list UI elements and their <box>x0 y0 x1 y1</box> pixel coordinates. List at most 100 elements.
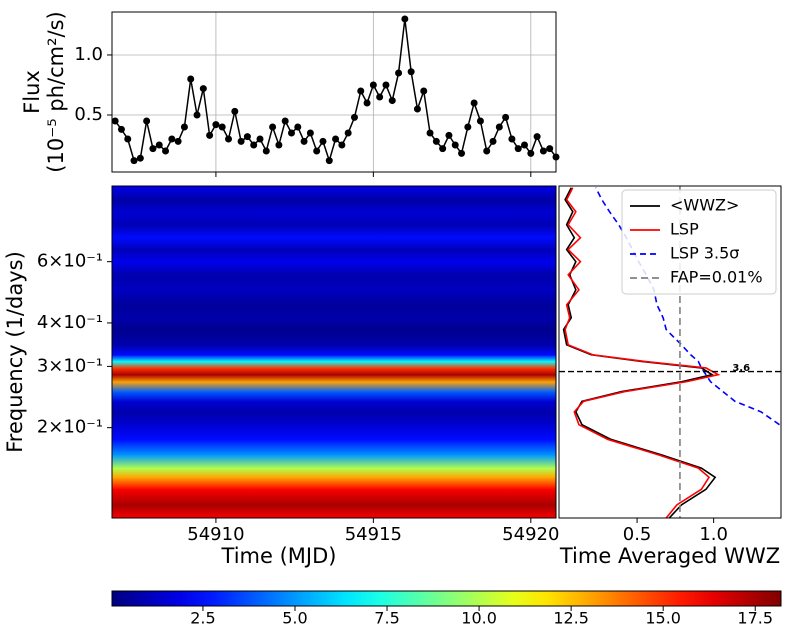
x-tick-label: 54920 <box>502 524 559 545</box>
heatmap-cell <box>112 454 556 469</box>
data-point <box>136 154 144 162</box>
x-tick-label: 54910 <box>187 524 244 545</box>
legend-label: FAP=0.01% <box>670 268 763 287</box>
colorbar-tick-label: 2.5 <box>190 609 215 628</box>
data-point <box>533 133 541 141</box>
heatmap-cell <box>112 249 556 263</box>
y-tick-label: 0.5 <box>74 104 103 125</box>
data-point <box>124 135 132 143</box>
y-tick-label: 1.0 <box>74 44 103 65</box>
heatmap-cell <box>112 304 556 319</box>
y-axis-label: Frequency (1/days) <box>3 251 27 453</box>
colorbar-tick-label: 5.0 <box>282 609 307 628</box>
x-tick-label: 54915 <box>345 524 402 545</box>
heatmap-cell <box>112 274 556 291</box>
data-point <box>495 123 503 131</box>
data-point <box>521 141 529 149</box>
axes-frame <box>558 185 782 519</box>
legend-box <box>621 189 777 295</box>
data-point <box>237 137 245 145</box>
axes-frame <box>111 11 557 173</box>
legend-label: <WWZ> <box>670 196 739 215</box>
data-point <box>546 145 554 153</box>
heatmap-cell <box>112 211 556 226</box>
data-point <box>130 157 138 165</box>
data-point <box>325 157 333 165</box>
data-point <box>294 123 302 131</box>
data-point <box>287 129 295 137</box>
heatmap-cell <box>112 374 556 383</box>
heatmap-cell <box>112 424 556 440</box>
data-point <box>489 137 497 145</box>
x-axis-label: Time (MJD) <box>221 544 337 568</box>
data-point <box>319 137 327 145</box>
heatmap-cell <box>112 411 556 426</box>
y-tick-label: 6×10⁻¹ <box>37 251 103 272</box>
data-point <box>508 135 516 143</box>
data-point <box>180 123 188 131</box>
data-point <box>514 145 522 153</box>
data-point <box>344 129 352 137</box>
data-point <box>426 129 434 137</box>
data-point <box>458 149 466 157</box>
data-point <box>338 141 346 149</box>
data-point <box>168 135 176 143</box>
colorbar-tick-label: 17.5 <box>737 609 773 628</box>
data-point <box>199 85 207 93</box>
heatmap-cell <box>112 504 556 519</box>
colorbar-tick-label: 12.5 <box>553 609 589 628</box>
data-point <box>357 87 365 95</box>
axes-frame <box>111 185 557 519</box>
data-point <box>149 145 157 153</box>
data-point <box>117 125 125 133</box>
x-axis-label: Time Averaged WWZ <box>559 544 780 568</box>
legend-label: LSP <box>670 220 699 239</box>
data-point <box>445 131 453 139</box>
data-point <box>439 145 447 153</box>
heatmap-cell <box>112 186 556 189</box>
heatmap-cell <box>112 489 556 506</box>
heatmap-cell <box>112 381 556 393</box>
annotation: 3.6 <box>732 363 750 374</box>
colorbar <box>111 590 782 607</box>
data-point <box>502 113 510 121</box>
series-line <box>595 187 780 426</box>
data-point <box>420 87 428 95</box>
data-point <box>231 107 239 115</box>
data-point <box>275 141 283 149</box>
data-point <box>256 135 264 143</box>
data-point <box>363 99 371 107</box>
heatmap-cell <box>112 289 556 306</box>
y-axis-label: Flux <box>20 70 44 114</box>
colorbar-tick-label: 10.0 <box>461 609 497 628</box>
series-line <box>564 187 721 518</box>
heatmap-cell <box>112 329 556 346</box>
y-tick-label: 4×10⁻¹ <box>37 312 103 333</box>
x-tick-label: 1.0 <box>699 524 728 545</box>
legend-label: LSP 3.5σ <box>670 244 739 263</box>
data-point <box>187 75 195 83</box>
heatmap-cell <box>112 477 556 490</box>
data-point <box>174 137 182 145</box>
heatmap-cell <box>112 391 556 402</box>
data-point <box>483 147 491 155</box>
heatmap-cell <box>112 344 556 356</box>
data-point <box>143 117 151 125</box>
heatmap-cell <box>112 224 556 239</box>
y-axis-label: (10⁻⁵ ph/cm²/s) <box>44 11 68 172</box>
data-point <box>300 137 308 145</box>
heatmap-cell <box>112 367 556 376</box>
heatmap-cell <box>112 261 556 276</box>
heatmap-cell <box>112 468 556 478</box>
heatmap-cell <box>112 361 556 369</box>
data-point <box>476 117 484 125</box>
data-point <box>407 68 415 76</box>
data-point <box>250 141 258 149</box>
data-point <box>332 135 340 143</box>
data-point <box>451 141 459 149</box>
data-point <box>306 129 314 137</box>
data-point <box>225 135 233 143</box>
data-point <box>262 147 270 155</box>
colorbar-tick-label: 15.0 <box>645 609 681 628</box>
y-tick-label: 3×10⁻¹ <box>37 355 103 376</box>
